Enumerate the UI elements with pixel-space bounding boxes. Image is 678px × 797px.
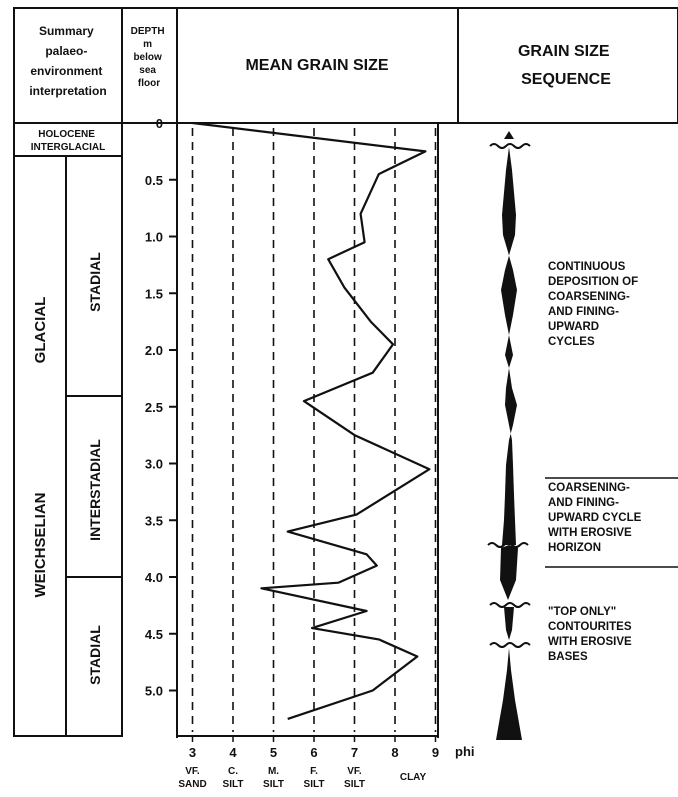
glacial-box [13, 155, 123, 737]
grain-class-label: F. SILT [304, 766, 325, 790]
phi-tick-label: 5 [270, 745, 277, 760]
grain-class-label: C. SILT [223, 766, 244, 790]
sequence-interstadial-lower [500, 545, 518, 600]
mean-grain-size-line [192, 121, 431, 720]
sequence-upper-body [501, 147, 517, 545]
erosion-surface-4 [489, 642, 531, 648]
sequence-stadial-lower [496, 648, 522, 740]
phi-tick-label: 4 [229, 745, 237, 760]
header-col1: Summary palaeo- environment interpretati… [29, 24, 106, 98]
depth-tick-label: 4.0 [145, 570, 163, 585]
grain-class-label: VF. SILT [344, 766, 365, 790]
depth-tick-label: 4.5 [145, 627, 163, 642]
note-cycle: COARSENING- AND FINING- UPWARD CYCLE WIT… [548, 482, 644, 554]
depth-tick-label: 2.0 [145, 343, 163, 358]
depth-tick-label: 3.0 [145, 457, 163, 472]
header-depth: DEPTH m below sea floor [131, 26, 168, 89]
grain-class-label: M. SILT [263, 766, 284, 790]
note-continuous: CONTINUOUS DEPOSITION OF COARSENING- AND… [548, 261, 641, 348]
depth-tick-label: 0.5 [145, 173, 163, 188]
header-grain-size-sequence: GRAIN SIZE SEQUENCE [518, 43, 614, 88]
svg-text:HOLOCENE INTERGLACIAL: HOLOCENE INTERGLACIAL [31, 129, 105, 153]
glacial-label: GLACIAL [32, 297, 49, 364]
erosion-surface-3 [489, 602, 531, 608]
phi-tick-label: 9 [432, 745, 439, 760]
interstadial-label: INTERSTADIAL [87, 439, 103, 541]
stadial-upper-label: STADIAL [87, 252, 103, 312]
note-top-only: "TOP ONLY" CONTOURITES WITH EROSIVE BASE… [548, 606, 635, 663]
sequence-top-cap [504, 131, 514, 139]
depth-tick-label: 3.5 [145, 513, 163, 528]
depth-tick-label: 5.0 [145, 684, 163, 699]
stadial-lower-label: STADIAL [87, 625, 103, 685]
depth-tick-label: 1.5 [145, 286, 163, 301]
phi-tick-label: 8 [391, 745, 398, 760]
weichselian-label: WEICHSELIAN [32, 493, 49, 598]
depth-tick-label: 1.0 [145, 230, 163, 245]
sequence-stadial-mid [504, 607, 514, 640]
sequence-column [487, 131, 531, 740]
phi-tick-label: 7 [351, 745, 358, 760]
phi-unit-label: phi [455, 744, 475, 759]
erosion-surface-2 [487, 542, 529, 548]
header-mean-grain-size: MEAN GRAIN SIZE [245, 57, 388, 74]
grain-class-label: CLAY [400, 772, 427, 783]
grain-class-label: VF. SAND [178, 766, 206, 790]
depth-tick-label: 2.5 [145, 400, 163, 415]
erosion-surface-1 [489, 143, 531, 149]
phi-tick-label: 6 [310, 745, 317, 760]
phi-tick-label: 3 [189, 745, 196, 760]
holocene-box: HOLOCENE INTERGLACIAL [13, 122, 123, 157]
depth-tick-label: 0 [156, 116, 163, 131]
